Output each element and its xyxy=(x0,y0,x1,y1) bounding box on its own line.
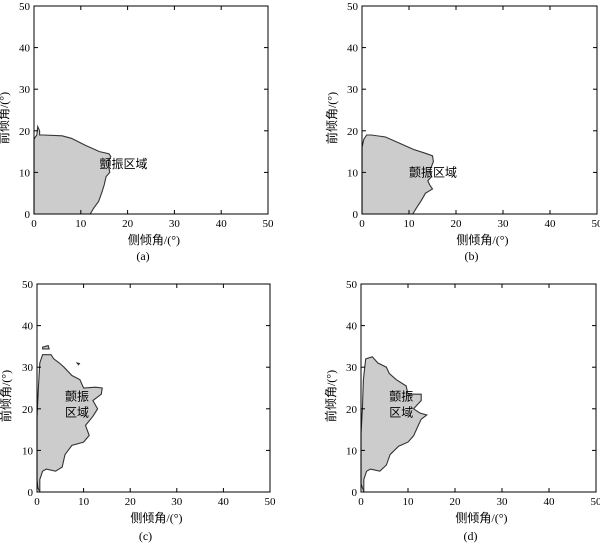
panel-a: 0 10 20 30 40 50 0 10 20 30 40 50 侧倾角/(°) 前倾角/(°) (a) 颤… xyxy=(0,1,274,263)
x-tick-label: 20 xyxy=(450,496,462,508)
plot-frame xyxy=(360,283,597,493)
x-tick-label: 0 xyxy=(359,218,365,230)
y-tick-label: 40 xyxy=(346,321,358,333)
x-tick-label: 10 xyxy=(75,218,87,230)
panel-c: 0 10 20 30 40 50 0 10 20 30 40 50 侧倾角/(°) 前倾角/(°) (c) 颤… xyxy=(0,279,276,543)
region-annotation: 颤振 xyxy=(65,389,89,403)
x-axis-label: 侧倾角/(°) xyxy=(456,233,508,247)
x-tick-label: 10 xyxy=(403,496,415,508)
x-tick-label: 50 xyxy=(263,218,275,230)
y-tick-label: 50 xyxy=(347,1,359,13)
x-axis-label: 侧倾角/(°) xyxy=(128,233,180,247)
plot-frame xyxy=(361,5,598,215)
panel-label: (d) xyxy=(464,529,478,543)
flutter-region-area xyxy=(361,134,434,215)
panel-d: 0 10 20 30 40 50 0 10 20 30 40 50 侧倾角/(°) 前倾角/(°) (d) 颤… xyxy=(323,279,600,543)
y-axis-label: 前倾角/(°) xyxy=(324,92,339,144)
y-tick-label: 40 xyxy=(22,321,34,333)
flutter-region-area xyxy=(36,354,103,493)
x-axis-label: 侧倾角/(°) xyxy=(455,511,507,525)
y-tick-label: 20 xyxy=(22,404,34,416)
x-tick-label: 30 xyxy=(169,218,181,230)
y-tick-label: 0 xyxy=(353,209,359,221)
region-annotation: 颤振 xyxy=(389,389,413,403)
x-tick-label: 10 xyxy=(78,496,90,508)
y-axis-label: 前倾角/(°) xyxy=(0,92,11,144)
panel-label: (b) xyxy=(465,249,479,263)
y-tick-label: 10 xyxy=(22,445,34,457)
y-tick-label: 30 xyxy=(346,362,358,374)
flutter-region-island xyxy=(75,362,81,366)
x-tick-label: 20 xyxy=(125,496,137,508)
x-tick-label: 40 xyxy=(218,496,230,508)
y-tick-label: 50 xyxy=(19,1,31,13)
x-tick-label: 30 xyxy=(498,218,510,230)
x-tick-label: 10 xyxy=(404,218,416,230)
region-annotation: 颤振区域 xyxy=(409,166,457,180)
y-tick-label: 20 xyxy=(346,404,358,416)
y-tick-label: 10 xyxy=(19,167,31,179)
x-tick-label: 20 xyxy=(122,218,134,230)
plot-frame xyxy=(33,5,269,215)
x-tick-label: 40 xyxy=(216,218,228,230)
y-axis-label: 前倾角/(°) xyxy=(323,370,338,422)
flutter-region-island xyxy=(42,344,50,350)
y-tick-label: 40 xyxy=(347,43,359,55)
y-tick-label: 0 xyxy=(352,487,358,499)
panel-label: (a) xyxy=(136,249,149,263)
x-tick-label: 20 xyxy=(451,218,463,230)
y-tick-label: 30 xyxy=(19,84,31,96)
panel-b: 0 10 20 30 40 50 0 10 20 30 40 50 侧倾角/(°) 前倾角/(°) (b) 颤… xyxy=(324,1,600,263)
y-tick-label: 20 xyxy=(347,126,359,138)
region-annotation: 区域 xyxy=(65,405,89,419)
x-tick-label: 40 xyxy=(544,496,556,508)
x-tick-label: 50 xyxy=(591,496,600,508)
y-tick-label: 30 xyxy=(22,362,34,374)
x-axis-label: 侧倾角/(°) xyxy=(130,511,182,525)
region-annotation: 颤振区域 xyxy=(100,157,148,171)
x-tick-label: 40 xyxy=(545,218,557,230)
x-tick-label: 30 xyxy=(497,496,509,508)
x-tick-label: 50 xyxy=(265,496,277,508)
panel-label: (c) xyxy=(139,529,152,543)
x-tick-label: 0 xyxy=(358,496,364,508)
y-tick-label: 50 xyxy=(346,279,358,291)
y-tick-label: 10 xyxy=(346,445,358,457)
region-annotation: 区域 xyxy=(389,405,413,419)
flutter-region-area xyxy=(33,124,112,215)
plot-frame xyxy=(36,283,271,493)
y-tick-label: 0 xyxy=(25,209,31,221)
y-tick-label: 10 xyxy=(347,167,359,179)
x-tick-label: 0 xyxy=(31,218,37,230)
y-tick-label: 50 xyxy=(22,279,34,291)
x-tick-label: 0 xyxy=(34,496,40,508)
y-tick-label: 40 xyxy=(19,43,31,55)
flutter-region-area xyxy=(360,356,429,493)
y-tick-label: 0 xyxy=(28,487,34,499)
x-tick-label: 30 xyxy=(171,496,183,508)
y-tick-label: 20 xyxy=(19,126,31,138)
x-tick-label: 50 xyxy=(592,218,600,230)
y-tick-label: 30 xyxy=(347,84,359,96)
y-axis-label: 前倾角/(°) xyxy=(0,370,13,422)
